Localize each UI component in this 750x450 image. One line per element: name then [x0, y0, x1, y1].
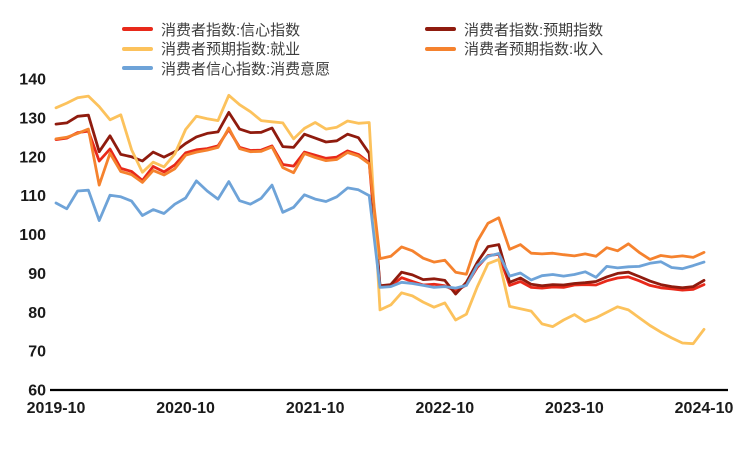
legend-line-swatch [122, 66, 153, 70]
legend-label: 消费者指数:预期指数 [464, 21, 604, 39]
x-tick-label: 2024-10 [675, 400, 734, 417]
legend-label: 消费者信心指数:消费意愿 [161, 60, 331, 78]
series-line [54, 93, 706, 346]
x-tick-label: 2022-10 [415, 400, 474, 417]
legend-line-swatch [425, 46, 456, 51]
series-line [54, 179, 706, 290]
chart-legend: 消费者指数:信心指数 消费者指数:预期指数消费者预期指数:就业 消费者预期指数:收入… [0, 0, 750, 80]
legend-label: 消费者指数:信心指数 [161, 21, 301, 39]
y-tick-label: 60 [28, 383, 46, 400]
y-tick-label: 130 [19, 110, 46, 127]
legend-item: 消费者预期指数:就业 [122, 40, 300, 58]
legend-line-swatch [122, 27, 153, 31]
legend-item: 消费者信心指数:消费意愿 [122, 59, 331, 78]
x-tick-label: 2021-10 [286, 400, 345, 417]
legend-label: 消费者预期指数:就业 [161, 41, 301, 58]
y-tick-label: 90 [28, 266, 46, 283]
legend-label: 消费者预期指数:收入 [464, 41, 604, 58]
y-tick-label: 110 [20, 188, 46, 205]
y-tick-label: 140 [19, 72, 46, 89]
y-tick-label: 80 [28, 305, 46, 322]
legend-line-swatch [122, 46, 153, 51]
series-line [54, 126, 706, 276]
x-tick-label: 2023-10 [545, 400, 604, 417]
legend-line-swatch [425, 27, 456, 31]
legend-item: 消费者指数:信心指数 [122, 20, 301, 39]
legend-item: 消费者指数:预期指数 [425, 20, 604, 39]
legend-item: 消费者预期指数:收入 [425, 40, 603, 58]
y-tick-label: 120 [19, 149, 46, 166]
x-tick-label: 2019-10 [27, 400, 86, 417]
x-tick-label: 2020-10 [156, 400, 215, 417]
y-tick-label: 100 [19, 227, 46, 244]
y-tick-label: 70 [28, 344, 46, 361]
